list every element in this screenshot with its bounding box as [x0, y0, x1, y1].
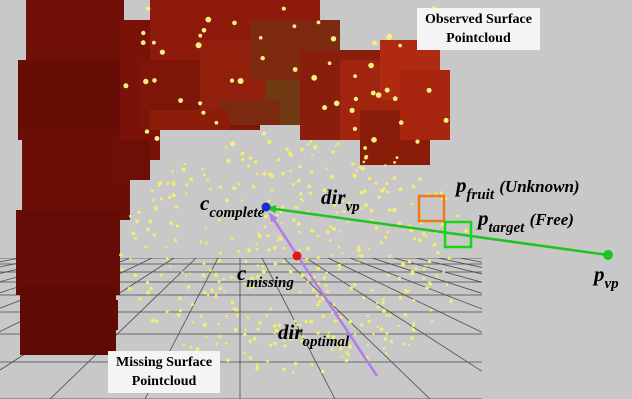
dir-optimal-arrow [268, 212, 379, 377]
p-vp-label: pvp [594, 262, 619, 292]
c-complete-label: ccomplete [200, 191, 265, 221]
missing-surface-label: Missing Surface Pointcloud [108, 351, 221, 393]
c-missing-point [292, 251, 302, 261]
missing-points [119, 139, 468, 374]
c-missing-label: cmissing [237, 261, 294, 291]
p-target-box [443, 220, 473, 249]
dir-vp-label: dirvp [321, 185, 360, 215]
observed-points [123, 6, 449, 147]
observed-surface-stem [16, 0, 160, 355]
observed-surface-label: Observed Surface Pointcloud [417, 8, 540, 50]
p-vp-point [603, 250, 613, 260]
dir-optimal-label: diroptimal [278, 320, 350, 350]
p-target-label: ptarget (Free) [478, 206, 574, 236]
p-fruit-label: pfruit (Unknown) [456, 173, 580, 203]
p-fruit-box [417, 194, 446, 223]
observed-surface-fruit [140, 0, 450, 165]
c-complete-point [261, 202, 271, 212]
dir-vp-arrow [266, 205, 609, 257]
